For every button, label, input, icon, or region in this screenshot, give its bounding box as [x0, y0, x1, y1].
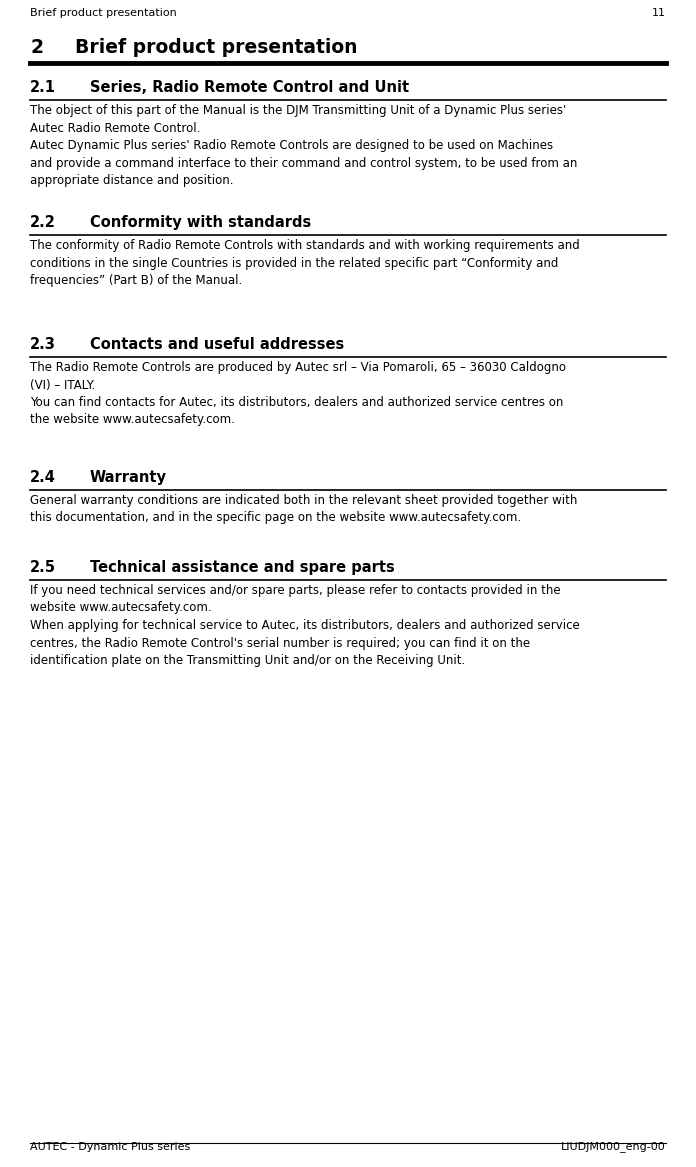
Text: 2.2: 2.2 — [30, 215, 56, 230]
Text: 2.5: 2.5 — [30, 560, 56, 575]
Text: The object of this part of the Manual is the DJM Transmitting Unit of a Dynamic : The object of this part of the Manual is… — [30, 104, 578, 187]
Text: Technical assistance and spare parts: Technical assistance and spare parts — [90, 560, 395, 575]
Text: General warranty conditions are indicated both in the relevant sheet provided to: General warranty conditions are indicate… — [30, 494, 578, 524]
Text: Conformity with standards: Conformity with standards — [90, 215, 311, 230]
Text: The conformity of Radio Remote Controls with standards and with working requirem: The conformity of Radio Remote Controls … — [30, 239, 580, 287]
Text: LIUDJM000_eng-00: LIUDJM000_eng-00 — [561, 1141, 666, 1152]
Text: If you need technical services and/or spare parts, please refer to contacts prov: If you need technical services and/or sp… — [30, 584, 580, 668]
Text: Brief product presentation: Brief product presentation — [75, 39, 358, 57]
Text: Series, Radio Remote Control and Unit: Series, Radio Remote Control and Unit — [90, 81, 409, 95]
Text: 11: 11 — [652, 8, 666, 18]
Text: Warranty: Warranty — [90, 470, 167, 485]
Text: 2: 2 — [30, 39, 43, 57]
Text: The Radio Remote Controls are produced by Autec srl – Via Pomaroli, 65 – 36030 C: The Radio Remote Controls are produced b… — [30, 361, 566, 426]
Text: 2.4: 2.4 — [30, 470, 56, 485]
Text: Contacts and useful addresses: Contacts and useful addresses — [90, 337, 345, 352]
Text: 2.3: 2.3 — [30, 337, 56, 352]
Text: Brief product presentation: Brief product presentation — [30, 8, 177, 18]
Text: AUTEC - Dynamic Plus series: AUTEC - Dynamic Plus series — [30, 1142, 190, 1152]
Text: 2.1: 2.1 — [30, 81, 56, 95]
